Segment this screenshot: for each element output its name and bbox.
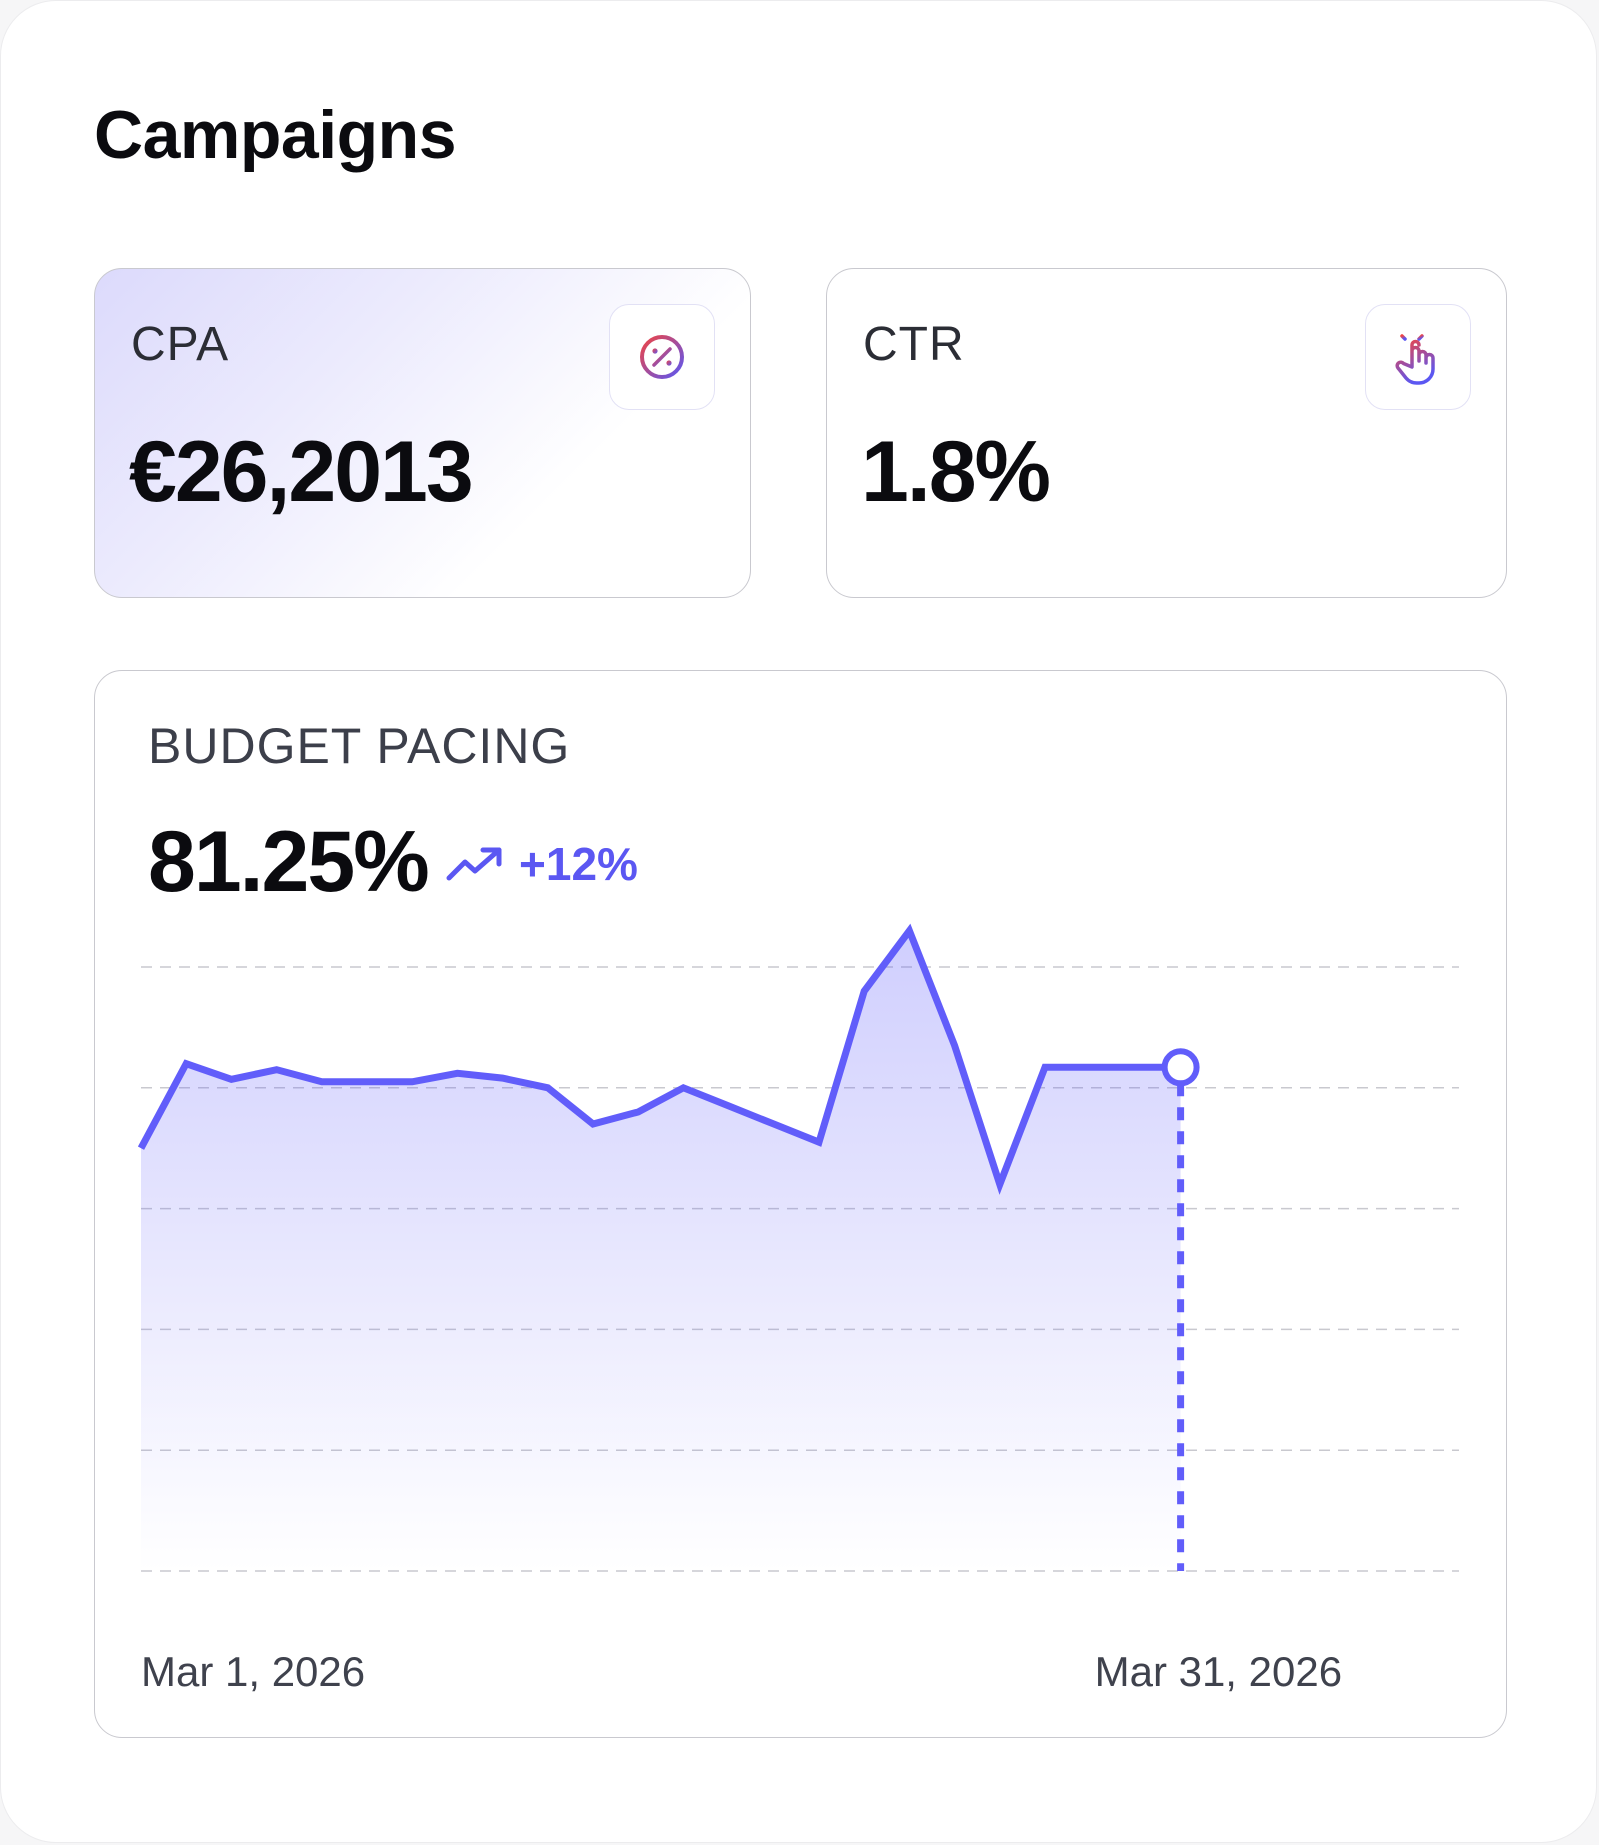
ctr-value: 1.8% (861, 424, 1051, 520)
page-title: Campaigns (94, 97, 457, 173)
trend-value: +12% (519, 838, 638, 890)
ctr-icon-button[interactable] (1365, 304, 1471, 410)
cpa-icon-button[interactable] (609, 304, 715, 410)
budget-pacing-card: BUDGET PACING 81.25% +12% Mar 1, 2026 Ma… (94, 670, 1507, 1738)
cpa-card[interactable]: CPA €26,2013 (94, 268, 751, 598)
cpa-label: CPA (131, 318, 230, 371)
x-axis-end-label: Mar 31, 2026 (1094, 1648, 1343, 1695)
budget-pacing-chart[interactable] (95, 671, 1505, 1736)
trending-up-icon (446, 847, 502, 881)
percent-badge-icon (640, 335, 684, 379)
x-axis-start-label: Mar 1, 2026 (141, 1648, 366, 1695)
trend-badge: +12% (445, 837, 638, 891)
budget-pacing-value: 81.25% (148, 814, 430, 910)
series-line (137, 923, 1181, 1195)
ctr-label: CTR (863, 318, 965, 371)
tap-hand-icon (1395, 329, 1435, 385)
highlight-marker[interactable] (1161, 1048, 1200, 1087)
cpa-value: €26,2013 (129, 424, 474, 520)
budget-pacing-label: BUDGET PACING (148, 718, 571, 774)
ctr-card[interactable]: CTR 1.8% (826, 268, 1507, 598)
series-area (141, 930, 1181, 1571)
